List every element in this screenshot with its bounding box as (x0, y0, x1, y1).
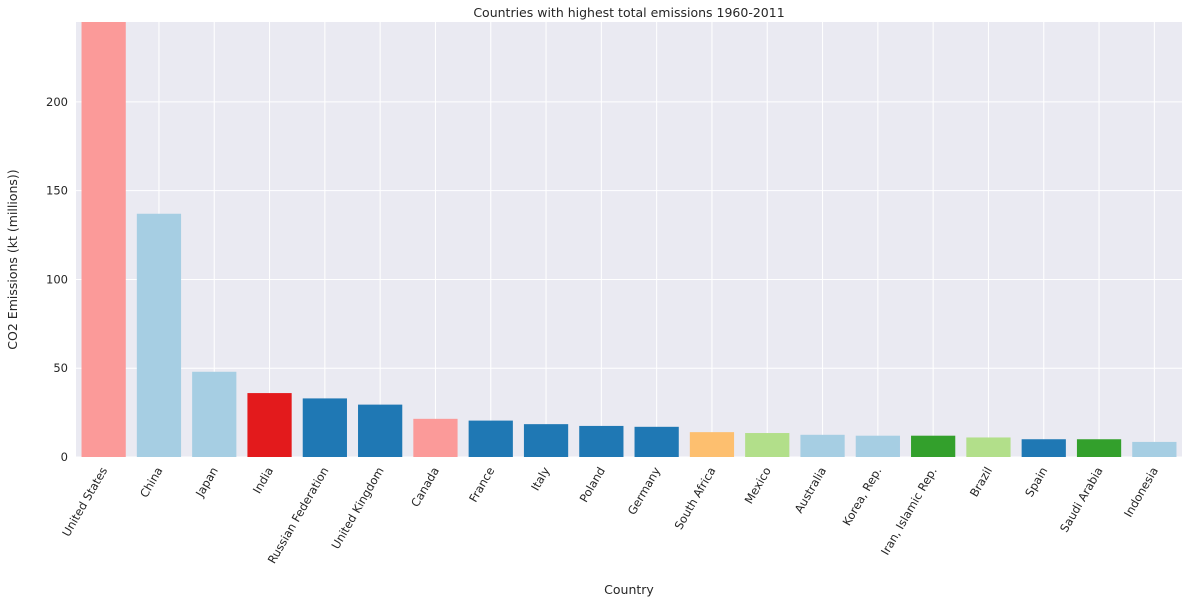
bar-italy (523, 424, 569, 457)
y-tick-label: 0 (61, 450, 68, 464)
bar-australia (800, 434, 845, 457)
x-tick-label: France (466, 465, 497, 505)
x-tick-label: Italy (528, 464, 553, 493)
bar-iran-islamic-rep (911, 435, 956, 457)
y-tick-labels: 0 50 100 150 200 (46, 95, 68, 464)
x-tick-label: India (250, 465, 276, 496)
chart-title: Countries with highest total emissions 1… (473, 5, 784, 20)
x-tick-label: Germany (625, 464, 664, 517)
x-axis-label: Country (604, 582, 654, 597)
y-tick-label: 50 (53, 361, 68, 375)
bar-korea-rep (855, 435, 900, 457)
bar-japan (192, 371, 237, 457)
x-tick-label: Mexico (742, 465, 774, 507)
bar-saudi-arabia (1076, 439, 1122, 457)
bar-canada (413, 418, 458, 457)
x-tick-label: Iran, Islamic Rep. (878, 465, 940, 558)
bar-united-states (81, 22, 126, 457)
bar-russian-federation (302, 398, 347, 457)
x-tick-label: Spain (1022, 465, 1050, 500)
x-tick-label: Brazil (967, 464, 995, 499)
bar-south-africa (689, 432, 735, 457)
bar-brazil (966, 437, 1011, 457)
x-tick-label: China (137, 465, 166, 500)
bar-poland (579, 425, 624, 457)
y-tick-label: 100 (46, 272, 68, 286)
y-tick-label: 200 (46, 95, 68, 109)
x-tick-label: South Africa (671, 465, 718, 533)
bar-united-kingdom (358, 404, 403, 457)
x-tick-label: Indonesia (1121, 465, 1161, 520)
y-tick-label: 150 (46, 184, 68, 198)
x-tick-label: Russian Federation (265, 465, 332, 567)
y-axis-label: CO2 Emissions (kt (millions)) (5, 169, 20, 349)
bars-group (81, 22, 1177, 457)
x-tick-label: Saudi Arabia (1057, 465, 1106, 535)
bar-china (136, 213, 182, 457)
x-tick-label: United Kingdom (328, 465, 386, 552)
bar-india (247, 393, 292, 457)
bar-mexico (745, 433, 790, 457)
x-tick-label: Poland (577, 465, 608, 505)
bar-indonesia (1132, 441, 1177, 457)
x-tick-label: Canada (408, 465, 442, 510)
x-tick-label: Australia (792, 465, 830, 516)
x-tick-label: United States (59, 464, 110, 538)
x-tick-label: Japan (192, 465, 221, 501)
plot-background (76, 22, 1182, 457)
bar-france (468, 420, 513, 457)
bar-spain (1021, 439, 1066, 457)
x-tick-label: Korea, Rep. (840, 465, 885, 529)
bar-germany (634, 426, 679, 457)
